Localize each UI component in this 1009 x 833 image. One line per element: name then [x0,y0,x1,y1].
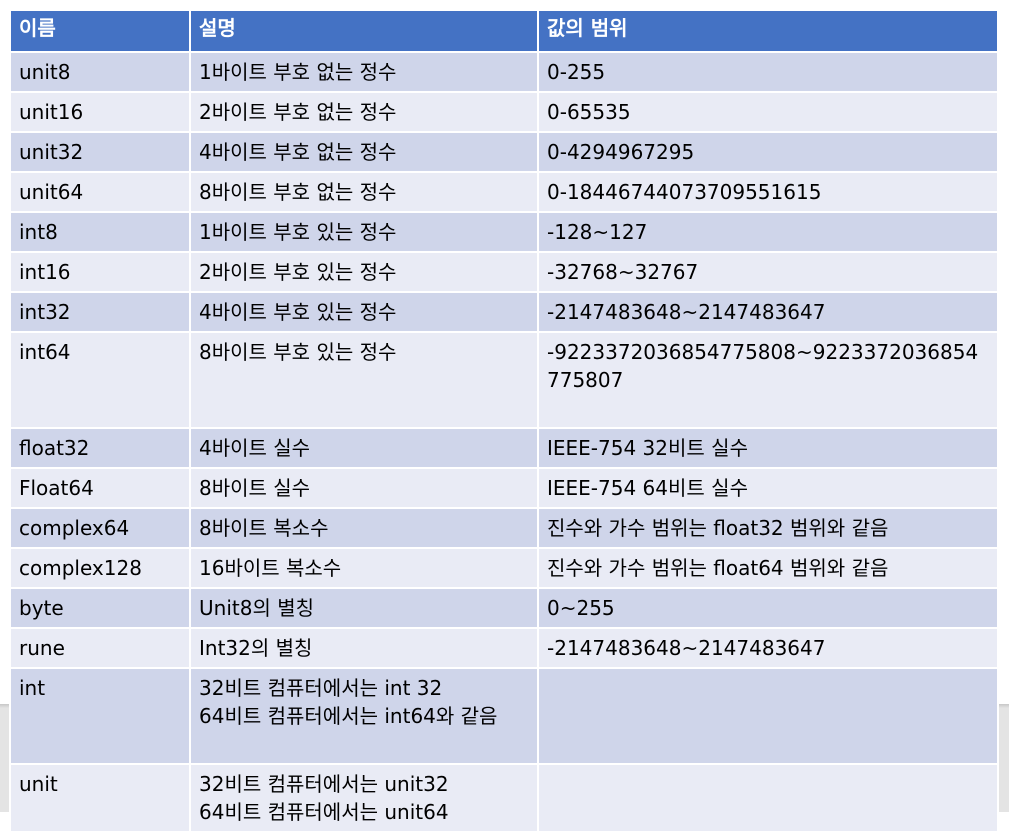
cell-name: unit8 [9,51,191,93]
cell-description: 8바이트 복소수 [189,507,539,549]
cell-description: 16바이트 복소수 [189,547,539,589]
cell-range: IEEE-754 64비트 실수 [537,467,999,509]
cell-description: 2바이트 부호 없는 정수 [189,91,539,133]
cell-name: rune [9,627,191,669]
table-row: unit32 4바이트 부호 없는 정수 0-4294967295 [9,131,999,173]
cell-range: 0~255 [537,587,999,629]
header-name: 이름 [9,9,191,53]
cell-name: Float64 [9,467,191,509]
cell-name: int16 [9,251,191,293]
cell-description: Unit8의 별칭 [189,587,539,629]
header-description: 설명 [189,9,539,53]
cell-name: int [9,667,191,765]
table-row: unit64 8바이트 부호 없는 정수 0-18446744073709551… [9,171,999,213]
table-row: int64 8바이트 부호 있는 정수 -9223372036854775808… [9,331,999,429]
table-header-row: 이름 설명 값의 범위 [9,9,999,53]
cell-range: -9223372036854775808~9223372036854775807 [537,331,999,429]
description-line: 64비트 컴퓨터에서는 unit64 [199,800,449,824]
table-row: float32 4바이트 실수 IEEE-754 32비트 실수 [9,427,999,469]
cell-range: 0-18446744073709551615 [537,171,999,213]
table-row: unit 32비트 컴퓨터에서는 unit32 64비트 컴퓨터에서는 unit… [9,763,999,833]
table-row: unit16 2바이트 부호 없는 정수 0-65535 [9,91,999,133]
table-row: int8 1바이트 부호 있는 정수 -128~127 [9,211,999,253]
cell-range [537,763,999,833]
cell-range [537,667,999,765]
table-row: complex128 16바이트 복소수 진수와 가수 범위는 float64 … [9,547,999,589]
cell-range: 진수와 가수 범위는 float64 범위와 같음 [537,547,999,589]
cell-description: 32비트 컴퓨터에서는 int 32 64비트 컴퓨터에서는 int64와 같음 [189,667,539,765]
table-row: int32 4바이트 부호 있는 정수 -2147483648~21474836… [9,291,999,333]
go-data-types-table: 이름 설명 값의 범위 unit8 1바이트 부호 없는 정수 0-255 un… [9,9,999,833]
cell-description: Int32의 별칭 [189,627,539,669]
cell-range: -32768~32767 [537,251,999,293]
cell-name: int32 [9,291,191,333]
cell-name: complex128 [9,547,191,589]
description-line: 64비트 컴퓨터에서는 int64와 같음 [199,704,498,728]
cell-name: unit16 [9,91,191,133]
cell-range: 0-4294967295 [537,131,999,173]
cell-name: int8 [9,211,191,253]
cell-description: 32비트 컴퓨터에서는 unit32 64비트 컴퓨터에서는 unit64 [189,763,539,833]
table-row: Float64 8바이트 실수 IEEE-754 64비트 실수 [9,467,999,509]
cell-description: 8바이트 부호 없는 정수 [189,171,539,213]
cell-description: 1바이트 부호 없는 정수 [189,51,539,93]
table-row: byte Unit8의 별칭 0~255 [9,587,999,629]
table-row: unit8 1바이트 부호 없는 정수 0-255 [9,51,999,93]
table-row: rune Int32의 별칭 -2147483648~2147483647 [9,627,999,669]
cell-description: 4바이트 부호 있는 정수 [189,291,539,333]
cell-range: -2147483648~2147483647 [537,627,999,669]
cell-description: 4바이트 부호 없는 정수 [189,131,539,173]
cell-name: int64 [9,331,191,429]
cell-range: 진수와 가수 범위는 float32 범위와 같음 [537,507,999,549]
cell-description: 8바이트 실수 [189,467,539,509]
description-line: 32비트 컴퓨터에서는 int 32 [199,676,443,700]
cell-range: IEEE-754 32비트 실수 [537,427,999,469]
cell-name: unit32 [9,131,191,173]
cell-description: 4바이트 실수 [189,427,539,469]
table-row: int 32비트 컴퓨터에서는 int 32 64비트 컴퓨터에서는 int64… [9,667,999,765]
cell-name: byte [9,587,191,629]
cell-description: 8바이트 부호 있는 정수 [189,331,539,429]
cell-name: unit [9,763,191,833]
table-row: int16 2바이트 부호 있는 정수 -32768~32767 [9,251,999,293]
cell-name: float32 [9,427,191,469]
cell-range: 0-255 [537,51,999,93]
cell-description: 1바이트 부호 있는 정수 [189,211,539,253]
header-value-range: 값의 범위 [537,9,999,53]
cell-range: -128~127 [537,211,999,253]
cell-name: unit64 [9,171,191,213]
table-row: complex64 8바이트 복소수 진수와 가수 범위는 float32 범위… [9,507,999,549]
description-line: 32비트 컴퓨터에서는 unit32 [199,772,449,796]
cell-description: 2바이트 부호 있는 정수 [189,251,539,293]
cell-range: -2147483648~2147483647 [537,291,999,333]
cell-name: complex64 [9,507,191,549]
cell-range: 0-65535 [537,91,999,133]
